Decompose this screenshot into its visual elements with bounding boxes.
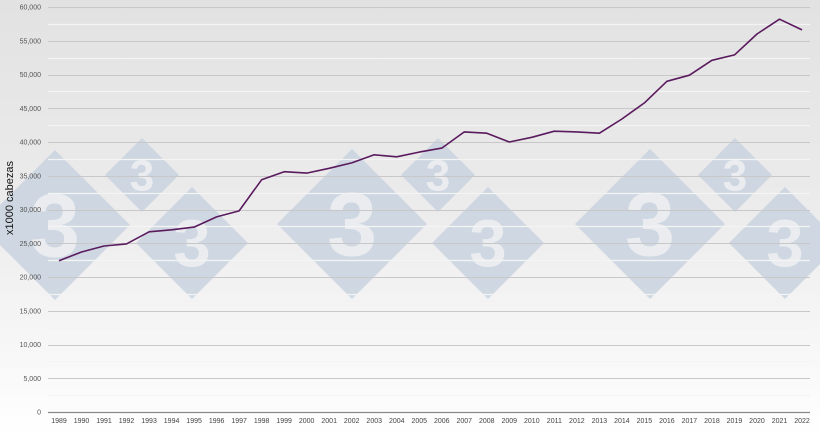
y-tick-label: 5,000 (23, 376, 41, 383)
x-tick-label: 2022 (794, 418, 810, 425)
x-tick-label: 1996 (209, 418, 225, 425)
y-axis-ticks: 0 5,000 10,000 15,000 20,000 25,000 30,000 35,0… (20, 5, 42, 417)
x-tick-label: 2020 (749, 418, 765, 425)
svg-text:3: 3 (766, 207, 803, 282)
x-axis-ticks: 1989 1990 1991 1992 1993 1994 1995 1996 1997 1998… (51, 418, 810, 425)
x-tick-label: 2010 (524, 418, 540, 425)
x-tick-label: 1994 (164, 418, 180, 425)
x-tick-label: 2001 (321, 418, 337, 425)
y-tick-label: 10,000 (20, 342, 42, 349)
x-tick-label: 2005 (411, 418, 427, 425)
x-tick-label: 2007 (456, 418, 472, 425)
x-tick-label: 1995 (186, 418, 202, 425)
x-tick-label: 2017 (682, 418, 698, 425)
x-tick-label: 2018 (704, 418, 720, 425)
x-tick-label: 2016 (659, 418, 675, 425)
x-tick-label: 2004 (389, 418, 405, 425)
watermark-diamond: 3 (277, 149, 427, 299)
x-tick-label: 2011 (547, 418, 562, 425)
y-axis-label: x1000 cabezas (4, 161, 16, 235)
x-tick-label: 1999 (276, 418, 292, 425)
watermark-diamond: 3 (575, 149, 725, 299)
y-tick-label: 40,000 (20, 140, 42, 147)
y-tick-label: 25,000 (20, 241, 42, 248)
y-tick-label: 15,000 (20, 308, 42, 315)
x-tick-label: 1992 (119, 418, 135, 425)
x-tick-label: 2008 (479, 418, 495, 425)
gridlines (48, 7, 810, 397)
x-tick-label: 1998 (254, 418, 270, 425)
y-tick-label: 55,000 (20, 38, 42, 45)
y-tick-label: 20,000 (20, 275, 42, 282)
x-tick-label: 1991 (96, 418, 112, 425)
watermark-logos: 333 3 33 3 33 (0, 138, 820, 300)
y-tick-label: 30,000 (20, 207, 42, 214)
data-series-line (58, 18, 803, 262)
y-tick-label: 35,000 (20, 173, 42, 180)
svg-text:3: 3 (173, 207, 210, 282)
y-tick-label: 60,000 (20, 5, 42, 12)
y-tick-label: 0 (37, 410, 41, 417)
x-tick-label: 2021 (772, 418, 788, 425)
x-tick-label: 1989 (51, 418, 67, 425)
x-tick-label: 1990 (74, 418, 90, 425)
watermark-diamond: 3 (105, 138, 179, 212)
x-tick-label: 2003 (366, 418, 382, 425)
x-tick-label: 2000 (299, 418, 315, 425)
watermark-diamond: 3 (698, 138, 772, 212)
x-tick-label: 2009 (502, 418, 518, 425)
y-tick-label: 45,000 (20, 106, 42, 113)
x-tick-label: 2006 (434, 418, 450, 425)
x-tick-label: 2012 (569, 418, 585, 425)
svg-text:3: 3 (469, 207, 506, 282)
x-tick-label: 1993 (141, 418, 157, 425)
y-tick-label: 50,000 (20, 72, 42, 79)
x-tick-label: 2014 (614, 418, 630, 425)
x-tick-label: 2019 (727, 418, 743, 425)
x-tick-label: 2002 (344, 418, 360, 425)
x-tick-label: 2013 (592, 418, 608, 425)
svg-text:3: 3 (625, 176, 675, 276)
x-tick-label: 1997 (231, 418, 247, 425)
svg-text:3: 3 (327, 176, 377, 276)
x-tick-label: 2015 (637, 418, 653, 425)
